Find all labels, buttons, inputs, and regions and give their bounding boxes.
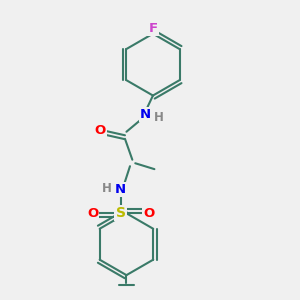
Text: H: H: [102, 182, 112, 195]
Text: N: N: [140, 108, 151, 121]
Text: H: H: [154, 110, 164, 124]
Text: F: F: [148, 22, 158, 35]
Text: O: O: [143, 207, 154, 220]
Text: O: O: [87, 207, 98, 220]
Text: N: N: [115, 183, 126, 196]
Text: O: O: [94, 124, 106, 137]
Text: S: S: [116, 206, 126, 220]
